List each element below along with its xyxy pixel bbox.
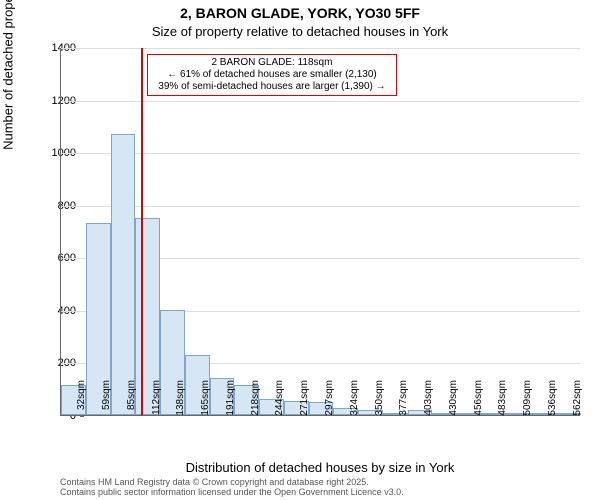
annotation-line3: 39% of semi-detached houses are larger (… <box>152 81 392 93</box>
x-tick: 536sqm <box>547 380 558 420</box>
x-tick: 350sqm <box>374 380 385 420</box>
x-tick: 112sqm <box>151 380 162 420</box>
x-tick: 271sqm <box>299 380 310 420</box>
footer-line2: Contains public sector information licen… <box>60 488 404 498</box>
x-tick: 324sqm <box>349 380 360 420</box>
x-tick: 59sqm <box>101 380 112 420</box>
chart-title: 2, BARON GLADE, YORK, YO30 5FF <box>0 5 600 21</box>
x-tick: 562sqm <box>572 380 583 420</box>
x-tick: 85sqm <box>126 380 137 420</box>
x-tick: 403sqm <box>423 380 434 420</box>
y-axis-label: Number of detached properties <box>1 0 16 150</box>
x-tick: 244sqm <box>274 380 285 420</box>
reference-line <box>141 48 143 415</box>
footer-attribution: Contains HM Land Registry data © Crown c… <box>60 478 404 498</box>
annotation-line2: ← 61% of detached houses are smaller (2,… <box>152 69 392 81</box>
histogram-bar <box>111 134 136 415</box>
x-tick: 297sqm <box>324 380 335 420</box>
x-tick: 218sqm <box>250 380 261 420</box>
x-tick: 483sqm <box>497 380 508 420</box>
x-tick: 138sqm <box>175 380 186 420</box>
chart-subtitle: Size of property relative to detached ho… <box>0 24 600 39</box>
annotation-line1: 2 BARON GLADE: 118sqm <box>152 57 392 69</box>
x-tick: 191sqm <box>225 380 236 420</box>
histogram-bars <box>61 48 580 415</box>
x-tick: 509sqm <box>522 380 533 420</box>
plot-area: 2 BARON GLADE: 118sqm ← 61% of detached … <box>60 48 580 416</box>
x-tick: 165sqm <box>200 380 211 420</box>
x-tick: 377sqm <box>398 380 409 420</box>
x-tick: 456sqm <box>473 380 484 420</box>
x-tick: 32sqm <box>76 380 87 420</box>
reference-annotation: 2 BARON GLADE: 118sqm ← 61% of detached … <box>147 54 397 96</box>
chart-container: 2, BARON GLADE, YORK, YO30 5FF Size of p… <box>0 0 600 500</box>
x-axis-label: Distribution of detached houses by size … <box>60 460 580 475</box>
x-tick: 430sqm <box>448 380 459 420</box>
